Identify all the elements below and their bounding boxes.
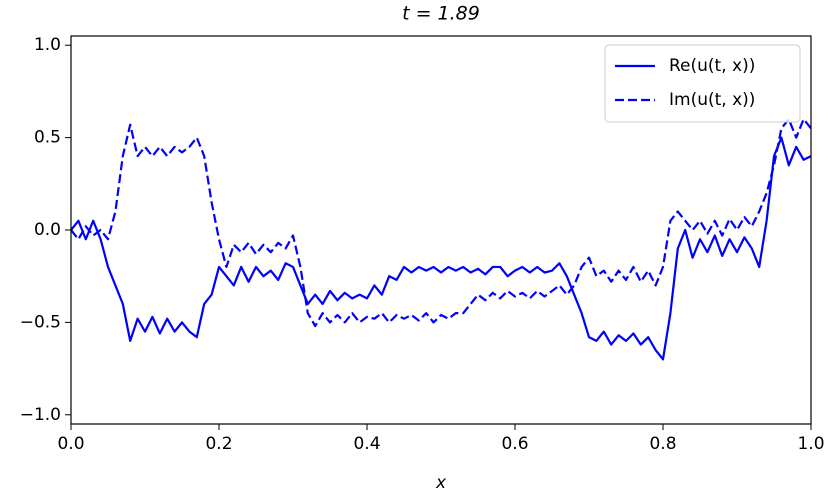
legend-label: Re(u(t, x)) [669, 56, 755, 76]
legend-box [604, 44, 801, 123]
y-tick-label: 0.0 [34, 220, 61, 240]
y-tick-label: 0.5 [34, 128, 61, 148]
series-line [71, 136, 811, 361]
y-tick-label: 1.0 [34, 35, 61, 55]
x-tick-label: 0.6 [501, 434, 528, 454]
legend-label: Im(u(t, x)) [669, 90, 755, 110]
x-axis-label: x [435, 473, 447, 493]
chart-title: t = 1.89 [402, 3, 480, 25]
plot-frame [70, 35, 812, 425]
x-tick-label: 0.4 [353, 434, 380, 454]
x-tick-label: 0.8 [649, 434, 676, 454]
y-tick-label: −0.5 [20, 312, 61, 332]
x-tick-label: 0.0 [57, 434, 84, 454]
legend: Re(u(t, x)) Im(u(t, x)) [604, 44, 801, 123]
y-tick-label: −1.0 [20, 405, 61, 425]
series-line [71, 118, 811, 328]
plot-lines [71, 118, 811, 361]
x-tick-label: 0.2 [205, 434, 232, 454]
x-tick-label: 1.0 [797, 434, 824, 454]
